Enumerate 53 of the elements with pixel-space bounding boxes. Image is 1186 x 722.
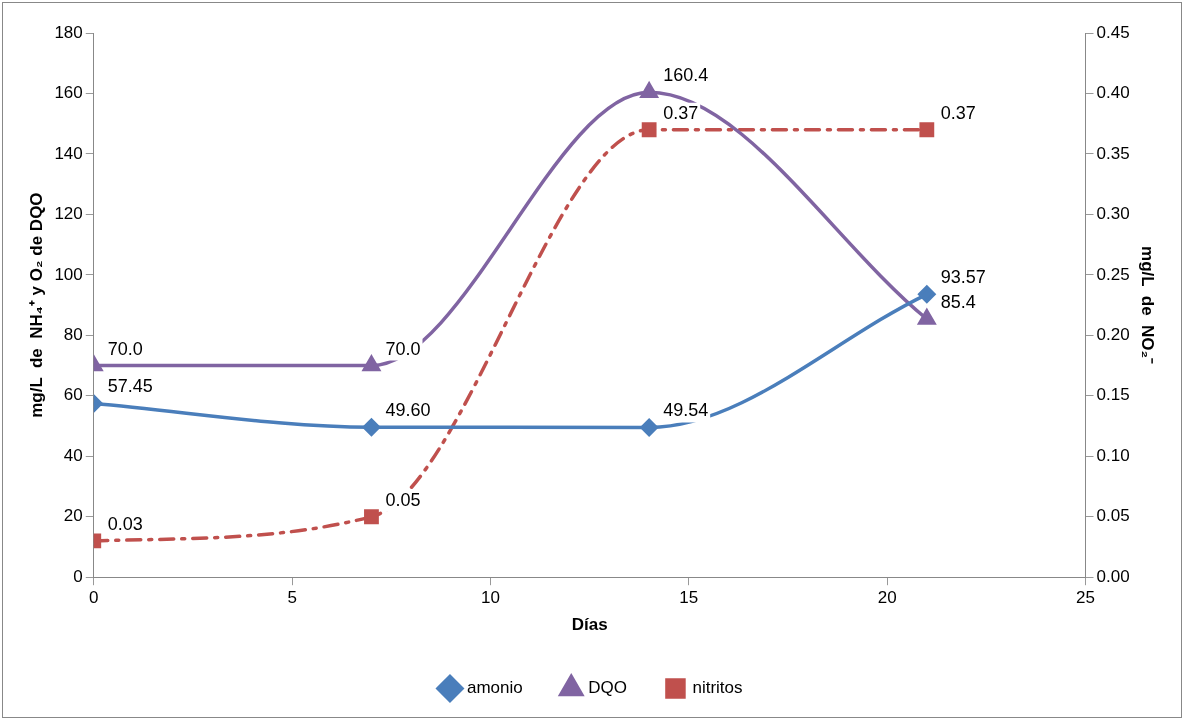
y2-tick-label: 0.40	[1096, 83, 1130, 103]
x-axis-title: Días	[571, 615, 608, 635]
x-tick-label: 20	[877, 588, 897, 608]
data-label: 49.54	[663, 400, 709, 421]
y-tick-label: 40	[63, 445, 83, 465]
data-label: 0.03	[107, 513, 143, 534]
x-tick-label: 25	[1076, 588, 1095, 608]
y-tick-label: 140	[54, 143, 83, 163]
y2-tick-label: 0.15	[1096, 385, 1130, 405]
y2-tick-label: 0.30	[1096, 204, 1130, 224]
x-tick-label: 0	[89, 588, 99, 608]
y2-tick-label: 0.00	[1096, 566, 1130, 586]
y-tick-label: 80	[63, 325, 83, 345]
y-tick-label: 0	[73, 566, 83, 586]
y2-tick-label: 0.45	[1096, 22, 1130, 42]
y-tick-label: 180	[54, 22, 83, 42]
y2-tick-label: 0.10	[1096, 445, 1130, 465]
y2-tick-label: 0.25	[1096, 264, 1130, 284]
point	[641, 122, 657, 138]
data-label: 93.57	[940, 267, 986, 288]
point	[364, 509, 379, 525]
data-label: 49.60	[385, 400, 431, 421]
point	[919, 122, 935, 138]
data-label: 0.37	[940, 102, 976, 123]
data-label: 0.37	[663, 102, 699, 123]
y-tick-label: 60	[63, 385, 83, 405]
data-label: 70.0	[385, 338, 421, 359]
point	[362, 418, 381, 436]
y-tick-label: 120	[54, 204, 83, 224]
y-tick-label: 20	[63, 506, 83, 526]
legend-label: amonio	[466, 678, 523, 698]
data-label: 160.4	[663, 65, 709, 86]
y2-axis-title: mg/L de NO₂⁻	[1138, 246, 1158, 365]
point	[362, 355, 381, 372]
y2-tick-label: 0.35	[1096, 143, 1130, 163]
point	[639, 80, 659, 99]
y-tick-label: 160	[54, 83, 83, 103]
legend-label: nitritos	[692, 678, 743, 698]
legend-label: DQO	[588, 678, 627, 698]
point	[918, 285, 936, 304]
data-label: 85.4	[940, 291, 976, 312]
y-tick-label: 100	[54, 264, 83, 284]
x-tick-label: 5	[287, 588, 297, 608]
y2-tick-label: 0.05	[1096, 506, 1130, 526]
point	[640, 418, 658, 437]
y-axis-title: mg/L de NH₄⁺ y O₂ de DQO	[26, 192, 46, 418]
data-label: 57.45	[107, 376, 153, 397]
y2-tick-label: 0.20	[1096, 325, 1130, 345]
data-label: 0.05	[385, 489, 421, 510]
x-tick-label: 10	[481, 588, 500, 608]
point	[918, 309, 936, 325]
data-label: 70.0	[107, 338, 143, 359]
x-tick-label: 15	[679, 588, 699, 608]
